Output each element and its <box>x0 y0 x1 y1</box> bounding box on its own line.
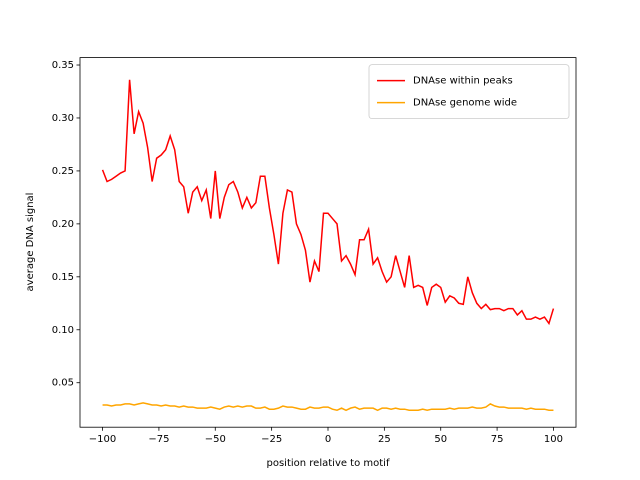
y-tick-label: 0.30 <box>52 113 74 124</box>
x-tick-label: −100 <box>89 434 116 445</box>
y-tick-label: 0.15 <box>52 272 74 283</box>
x-axis-label: position relative to motif <box>267 458 390 469</box>
data-line <box>101 79 555 326</box>
x-tick-label: −25 <box>261 434 282 445</box>
legend-label: DNAse within peaks <box>413 76 513 87</box>
y-tick-label: 0.25 <box>52 166 74 177</box>
y-tick-label: 0.05 <box>52 378 74 389</box>
x-tick-label: 50 <box>434 434 447 445</box>
x-tick-label: 0 <box>325 434 331 445</box>
legend-label: DNAse genome wide <box>413 98 517 109</box>
x-tick-label: −75 <box>148 434 169 445</box>
y-tick-label: 0.10 <box>52 325 74 336</box>
y-axis-label: average DNA signal <box>25 193 36 292</box>
x-tick-label: −50 <box>205 434 226 445</box>
data-line <box>102 402 554 412</box>
plot-frame <box>79 57 577 428</box>
x-tick-label: 75 <box>491 434 504 445</box>
legend-box <box>368 64 570 119</box>
x-tick-label: 25 <box>378 434 391 445</box>
y-tick-label: 0.20 <box>52 219 74 230</box>
x-tick-label: 100 <box>544 434 563 445</box>
y-tick-label: 0.35 <box>52 60 74 71</box>
